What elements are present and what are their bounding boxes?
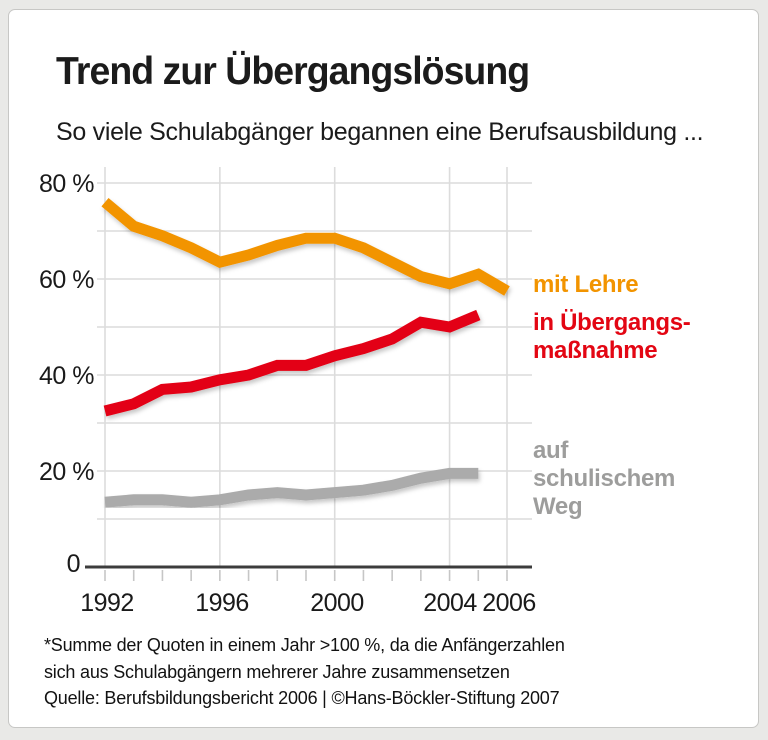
footnote-line-2: sich aus Schulabgängern mehrerer Jahre z… [44, 661, 510, 682]
infographic-card: Trend zur Übergangslösung So viele Schul… [8, 9, 759, 728]
x-axis-label-1996: 1996 [195, 589, 249, 617]
chart-subtitle: So viele Schulabgänger begannen eine Ber… [56, 118, 704, 146]
y-axis-label-80: 80 % [39, 170, 94, 198]
footnote-line-3: Quelle: Berufsbildungsbericht 2006 | ©Ha… [44, 688, 560, 708]
x-axis-label-2000: 2000 [310, 589, 364, 617]
x-axis-label-2004: 2004 [423, 589, 477, 617]
series-line-schulischer-weg [104, 467, 479, 508]
footnote: *Summe der Quoten in einem Jahr >100 %, … [44, 632, 724, 712]
series-line-mit-lehre [101, 197, 510, 296]
x-axis-label-2006: 2006 [482, 589, 536, 617]
legend-label-uebergangsmassnahme: in Übergangs- maßnahme [533, 309, 691, 364]
series-line-uebergangsmassnahme [103, 309, 481, 417]
footnote-line-1: *Summe der Quoten in einem Jahr >100 %, … [44, 635, 565, 655]
legend-label-mit-lehre: mit Lehre [533, 271, 639, 298]
x-axis-label-1992: 1992 [80, 589, 134, 617]
y-axis-label-0: 0 [66, 550, 81, 578]
y-axis-label-60: 60 % [39, 266, 94, 294]
page-title: Trend zur Übergangslösung [56, 50, 530, 93]
chart-series [101, 197, 510, 508]
y-axis-label-40: 40 % [39, 362, 94, 390]
legend-label-schulischer-weg: auf schulischem Weg [533, 437, 676, 520]
y-axis-label-20: 20 % [39, 458, 94, 486]
chart-gridlines [85, 167, 532, 581]
